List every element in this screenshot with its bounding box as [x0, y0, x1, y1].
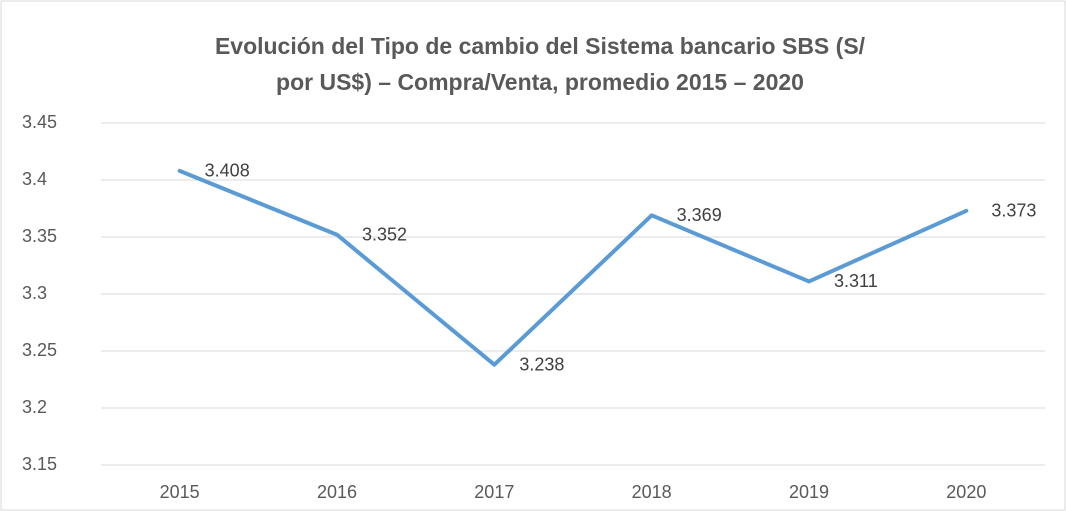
data-label: 3.352 — [362, 224, 407, 244]
y-tick-label: 3.25 — [22, 340, 57, 360]
chart-title: por US$) – Compra/Venta, promedio 2015 –… — [276, 69, 804, 95]
x-tick-label: 2017 — [474, 482, 514, 502]
x-tick-label: 2020 — [946, 482, 986, 502]
x-tick-label: 2019 — [789, 482, 829, 502]
x-tick-label: 2018 — [632, 482, 672, 502]
data-label: 3.311 — [834, 271, 878, 291]
y-tick-label: 3.3 — [22, 283, 47, 303]
data-label: 3.238 — [519, 354, 564, 374]
x-tick-label: 2015 — [160, 482, 200, 502]
data-label: 3.369 — [677, 205, 722, 225]
data-label: 3.408 — [205, 161, 250, 181]
y-tick-label: 3.45 — [22, 112, 57, 132]
x-tick-label: 2016 — [317, 482, 357, 502]
y-tick-label: 3.35 — [22, 226, 57, 246]
data-line — [177, 168, 969, 367]
y-tick-label: 3.2 — [22, 397, 47, 417]
y-tick-label: 3.15 — [22, 454, 57, 474]
chart-title: Evolución del Tipo de cambio del Sistema… — [215, 33, 866, 59]
y-tick-label: 3.4 — [22, 169, 47, 189]
data-label: 3.373 — [991, 201, 1036, 221]
